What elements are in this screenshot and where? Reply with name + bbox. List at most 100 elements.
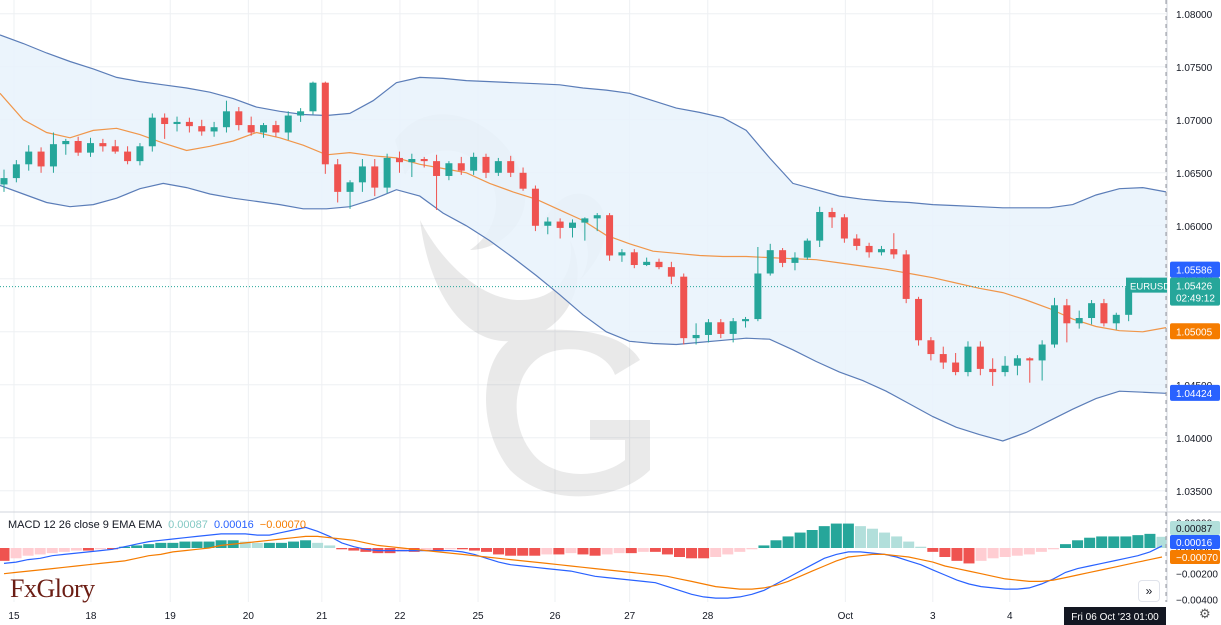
candle-body	[531, 188, 539, 226]
candle-body	[111, 146, 119, 152]
macd-histogram-bar	[1132, 535, 1144, 548]
macd-badge-label: 0.00087	[1176, 524, 1213, 535]
macd-histogram-bar	[1072, 540, 1084, 548]
candle-body	[1088, 303, 1096, 319]
candle-body	[87, 143, 95, 153]
macd-histogram-bar	[1011, 548, 1023, 556]
candle-body	[346, 182, 354, 192]
candle-body	[99, 143, 107, 147]
candle-body	[519, 172, 527, 189]
macd-histogram-bar	[553, 548, 565, 555]
macd-histogram-bar	[1144, 533, 1156, 548]
price-badge	[1170, 384, 1220, 401]
candle-body	[742, 319, 750, 322]
time-tick-label: 22	[394, 611, 406, 622]
macd-badge-label: 0.00016	[1176, 538, 1213, 549]
candle-body	[680, 276, 688, 339]
candle-body	[964, 346, 972, 373]
macd-histogram-bar	[468, 548, 480, 551]
candle-body	[284, 115, 292, 133]
macd-histogram-bar	[481, 548, 492, 552]
time-tick-label: 21	[316, 611, 328, 622]
candle-body	[766, 250, 774, 274]
candle-body	[210, 127, 218, 132]
macd-histogram-bar	[999, 548, 1011, 557]
macd-histogram-bar	[830, 523, 842, 548]
macd-histogram-bar	[529, 548, 541, 556]
fxglory-logo: FxGlory	[10, 574, 95, 604]
macd-histogram-bar	[22, 548, 34, 556]
candle-body	[260, 125, 268, 133]
macd-histogram-bar	[927, 548, 939, 552]
macd-histogram-bar	[746, 548, 758, 550]
macd-histogram-bar	[758, 545, 770, 548]
time-tick-label: 28	[702, 611, 714, 622]
macd-histogram-bar	[589, 548, 601, 556]
candle-body	[717, 322, 725, 334]
candle-body	[420, 159, 428, 162]
candle-body	[1013, 358, 1021, 366]
macd-histogram-bar	[143, 544, 155, 548]
macd-histogram-bar	[396, 548, 408, 552]
macd-histogram-bar	[82, 548, 94, 551]
gear-icon[interactable]: ⚙	[1199, 606, 1211, 621]
macd-histogram-bar	[613, 548, 625, 554]
macd-histogram-bar	[1035, 548, 1047, 552]
candle-body	[952, 362, 960, 373]
candle-body	[222, 111, 230, 128]
macd-histogram-bar	[722, 548, 734, 555]
price-tick-label: 1.06500	[1176, 169, 1213, 180]
time-tick-label: 4	[1007, 611, 1013, 622]
macd-legend[interactable]: MACD 12 26 close 9 EMA EMA 0.00087 0.000…	[8, 519, 309, 531]
candle-body	[470, 156, 478, 171]
time-tick-label: 3	[930, 611, 936, 622]
candle-body	[445, 163, 453, 176]
macd-histogram-bar	[879, 532, 891, 548]
candle-body	[1100, 303, 1108, 324]
price-badge-label: 1.05005	[1176, 327, 1213, 338]
macd-histogram-bar	[903, 541, 915, 548]
candle-body	[729, 321, 737, 334]
candle-body	[25, 151, 33, 165]
crosshair-time-badge	[1064, 607, 1166, 625]
macd-histogram-bar	[963, 548, 975, 564]
macd-histogram-bar	[456, 548, 468, 550]
macd-histogram-bar	[131, 545, 143, 548]
candle-body	[494, 161, 502, 173]
candle-body	[1063, 305, 1071, 324]
candle-body	[667, 267, 675, 277]
macd-histogram-bar	[661, 548, 673, 555]
macd-histogram-bar	[167, 542, 179, 548]
candle-body	[1050, 305, 1058, 345]
macd-histogram-bar	[46, 548, 58, 554]
candle-body	[1026, 358, 1034, 361]
price-axis[interactable]: 1.08000 1.07500 1.07000 1.06500 1.06000 1.055…	[1176, 10, 1213, 498]
time-tick-label: 19	[165, 611, 177, 622]
macd-histogram-bar	[1108, 536, 1120, 548]
candle-body	[853, 238, 861, 246]
bollinger-upper-line	[0, 34, 1167, 209]
candle-body	[828, 212, 836, 218]
macd-histogram-bar	[251, 542, 263, 548]
candle-body	[173, 121, 181, 125]
price-badges: 1.05586 1.05005 1.04424 EURUSD 1.0542602:49:…	[1126, 261, 1220, 401]
price-tick-label: 1.07500	[1176, 63, 1213, 74]
candle-body	[334, 164, 342, 192]
symbol-badge	[1126, 277, 1167, 293]
crosshair-time-label: Fri 06 Oct '23 01:00	[1071, 612, 1159, 623]
candle-body	[630, 252, 638, 266]
candle-body	[816, 212, 824, 241]
candle-body	[321, 82, 329, 165]
macd-histogram-bar	[806, 530, 818, 548]
candle-body	[1038, 344, 1046, 361]
price-tick-label: 1.04000	[1176, 434, 1213, 445]
macd-histogram-bar	[179, 541, 191, 548]
macd-histogram-bar	[987, 548, 999, 559]
macd-histogram-bar	[0, 548, 10, 561]
time-axis[interactable]: 15 18 19 20 21 22 25 26 27 28 Oct 3 4 Fri 06 Oct '23 …	[8, 607, 1166, 625]
candle-body	[976, 346, 984, 369]
double-chevron-right-icon[interactable]: »	[1138, 580, 1160, 602]
macd-histogram-bar	[891, 536, 903, 548]
candle-body	[507, 161, 515, 173]
